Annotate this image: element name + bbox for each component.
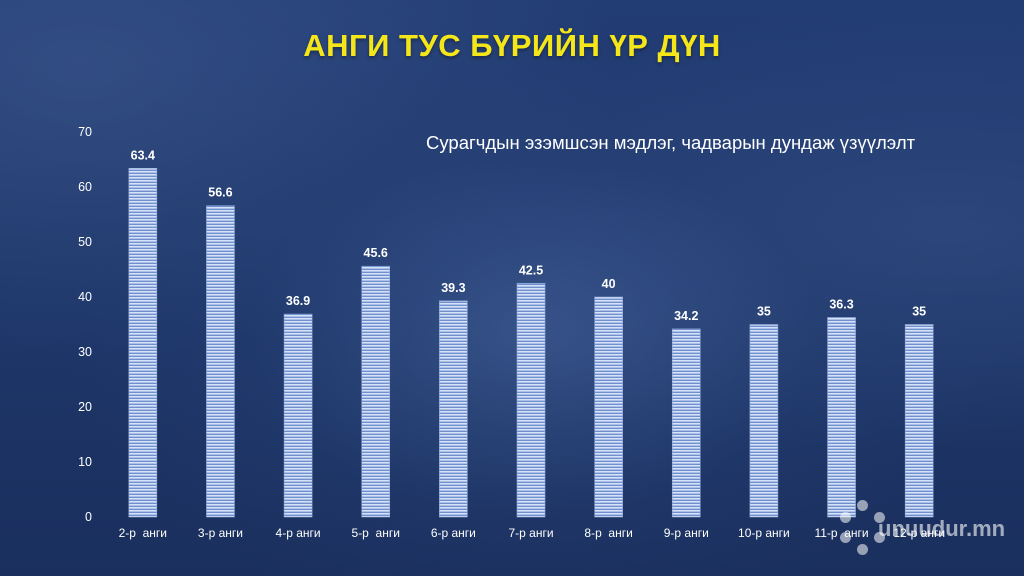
y-tick-label: 50: [78, 235, 92, 249]
bar: [827, 317, 856, 518]
y-tick-label: 10: [78, 455, 92, 469]
y-tick-label: 0: [85, 510, 92, 524]
value-labels-group: 63.4 56.6 36.9 45.6 39.3 42.5 40 34.2 35 36.3 35: [131, 148, 927, 323]
x-tick-label: 5-р анги: [352, 526, 400, 540]
x-tick-label: 2-р анги: [119, 526, 167, 540]
slide-title: АНГИ ТУС БҮРИЙН ҮР ДҮН: [303, 28, 721, 63]
bar: [516, 282, 546, 518]
chart-title: Сурагчдын эзэмшсэн мэдлэг, чадварын дунд…: [426, 132, 916, 153]
bar: [749, 324, 779, 518]
watermark-logo: unuudur.mn: [838, 498, 1024, 558]
x-tick-label: 8-р анги: [584, 526, 632, 540]
x-axis-labels: 2-р анги 3-р анги 4-р анги 5-р анги 6-р анги…: [119, 526, 945, 540]
data-label: 63.4: [131, 148, 155, 162]
y-tick-label: 60: [78, 180, 92, 194]
bars-group: [128, 168, 934, 518]
x-tick-label: 10-р анги: [738, 526, 790, 540]
data-label: 40: [602, 277, 616, 291]
x-tick-label: 12-р анги: [893, 526, 945, 540]
bar: [361, 265, 391, 518]
x-tick-label: 3-р анги: [198, 526, 243, 540]
bar: [206, 205, 235, 518]
bar: [594, 296, 623, 518]
x-tick-label: 4-р анги: [276, 526, 321, 540]
data-label: 56.6: [208, 186, 232, 200]
bar: [283, 313, 313, 518]
data-label: 39.3: [441, 281, 465, 295]
y-tick-label: 40: [78, 290, 92, 304]
bar: [439, 300, 468, 518]
watermark-dots-icon: [838, 498, 888, 558]
data-label: 34.2: [674, 309, 698, 323]
y-tick-label: 20: [78, 400, 92, 414]
watermark-text: unuudur.mn: [878, 516, 1006, 541]
data-label: 36.9: [286, 294, 310, 308]
y-tick-label: 70: [78, 125, 92, 139]
x-tick-label: 7-р анги: [508, 526, 553, 540]
data-label: 45.6: [364, 246, 388, 260]
data-label: 35: [757, 305, 771, 319]
bar: [671, 328, 701, 518]
data-label: 42.5: [519, 263, 543, 277]
bar: [904, 324, 934, 518]
y-axis-ticks: 0 10 20 30 40 50 60 70: [78, 125, 92, 524]
y-tick-label: 30: [78, 345, 92, 359]
x-tick-label: 6-р анги: [431, 526, 476, 540]
data-label: 35: [912, 305, 926, 319]
data-label: 36.3: [829, 297, 853, 311]
bar: [128, 168, 158, 518]
x-tick-label: 9-р анги: [664, 526, 709, 540]
